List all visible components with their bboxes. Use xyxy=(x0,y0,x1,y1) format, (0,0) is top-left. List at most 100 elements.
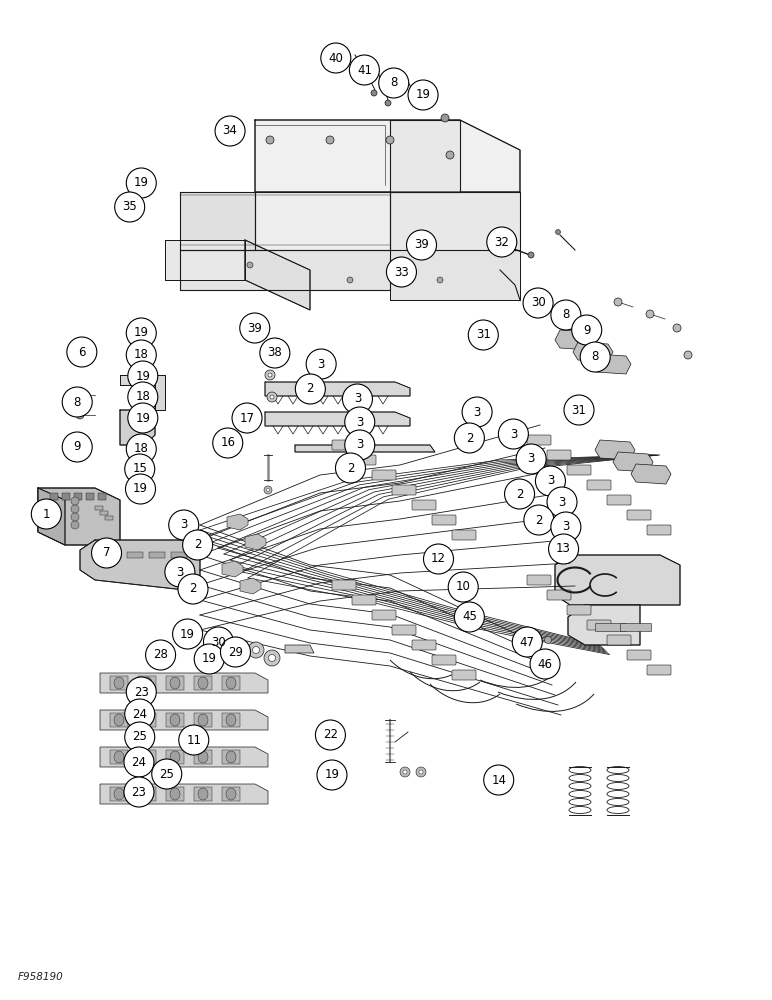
Circle shape xyxy=(441,114,449,122)
Circle shape xyxy=(347,277,353,283)
Circle shape xyxy=(127,434,156,464)
Circle shape xyxy=(230,650,246,666)
FancyBboxPatch shape xyxy=(352,595,376,605)
Text: 9: 9 xyxy=(73,440,81,454)
Polygon shape xyxy=(194,787,212,801)
Polygon shape xyxy=(295,445,435,452)
Text: 19: 19 xyxy=(134,176,149,190)
Circle shape xyxy=(235,654,242,662)
Text: 2: 2 xyxy=(306,382,314,395)
Polygon shape xyxy=(245,534,266,550)
Circle shape xyxy=(424,544,453,574)
Polygon shape xyxy=(194,676,212,690)
Text: 19: 19 xyxy=(135,412,151,424)
Circle shape xyxy=(76,411,84,419)
Polygon shape xyxy=(100,747,268,767)
Circle shape xyxy=(124,747,154,777)
Circle shape xyxy=(264,486,272,494)
FancyBboxPatch shape xyxy=(452,670,476,680)
Circle shape xyxy=(169,510,198,540)
Circle shape xyxy=(266,136,274,144)
FancyBboxPatch shape xyxy=(647,525,671,535)
Polygon shape xyxy=(240,578,261,594)
Circle shape xyxy=(125,454,154,484)
Text: 2: 2 xyxy=(516,488,523,500)
Polygon shape xyxy=(138,713,156,727)
Circle shape xyxy=(216,642,224,648)
FancyBboxPatch shape xyxy=(647,665,671,675)
Circle shape xyxy=(215,116,245,146)
Circle shape xyxy=(126,474,155,504)
Circle shape xyxy=(264,650,280,666)
Circle shape xyxy=(345,430,374,460)
Circle shape xyxy=(336,453,365,483)
Circle shape xyxy=(173,619,202,649)
Text: 3: 3 xyxy=(558,495,566,508)
Circle shape xyxy=(306,349,336,379)
FancyBboxPatch shape xyxy=(332,440,356,450)
FancyBboxPatch shape xyxy=(432,655,456,665)
FancyBboxPatch shape xyxy=(607,495,631,505)
FancyBboxPatch shape xyxy=(587,480,611,490)
FancyBboxPatch shape xyxy=(527,435,551,445)
Circle shape xyxy=(673,324,681,332)
Circle shape xyxy=(499,419,528,449)
FancyBboxPatch shape xyxy=(595,624,627,632)
Text: 3: 3 xyxy=(180,518,188,532)
Circle shape xyxy=(63,387,92,417)
Circle shape xyxy=(321,43,350,73)
FancyBboxPatch shape xyxy=(392,485,416,495)
Circle shape xyxy=(455,602,484,632)
Polygon shape xyxy=(194,713,212,727)
Polygon shape xyxy=(105,516,113,520)
Text: 7: 7 xyxy=(103,546,110,560)
Text: 30: 30 xyxy=(530,296,546,310)
Circle shape xyxy=(260,338,290,368)
Text: 9: 9 xyxy=(583,324,591,336)
Text: 47: 47 xyxy=(520,636,535,648)
Ellipse shape xyxy=(170,677,180,689)
Circle shape xyxy=(343,384,372,414)
Circle shape xyxy=(183,530,212,560)
Circle shape xyxy=(484,765,513,795)
Ellipse shape xyxy=(198,714,208,726)
Text: 16: 16 xyxy=(220,436,235,450)
Text: 3: 3 xyxy=(527,452,535,466)
Polygon shape xyxy=(194,750,212,764)
Text: 11: 11 xyxy=(186,734,201,746)
Polygon shape xyxy=(100,784,268,804)
Text: 14: 14 xyxy=(491,774,506,786)
Polygon shape xyxy=(165,240,245,280)
Circle shape xyxy=(513,627,542,657)
Circle shape xyxy=(523,288,553,318)
Text: 31: 31 xyxy=(476,328,491,342)
Text: 8: 8 xyxy=(562,308,570,322)
Text: 38: 38 xyxy=(267,347,283,360)
Polygon shape xyxy=(631,464,671,484)
Polygon shape xyxy=(180,250,390,290)
Text: 19: 19 xyxy=(134,326,149,340)
Polygon shape xyxy=(222,561,243,577)
Text: 39: 39 xyxy=(414,238,429,251)
Circle shape xyxy=(266,350,270,354)
Polygon shape xyxy=(149,552,165,558)
Circle shape xyxy=(252,647,259,654)
Polygon shape xyxy=(74,493,82,500)
Text: 24: 24 xyxy=(131,756,147,768)
Ellipse shape xyxy=(226,677,236,689)
Circle shape xyxy=(267,392,277,402)
Circle shape xyxy=(544,637,551,644)
Circle shape xyxy=(32,499,61,529)
Circle shape xyxy=(646,310,654,318)
Text: 23: 23 xyxy=(134,686,149,698)
Text: 19: 19 xyxy=(201,652,217,666)
Ellipse shape xyxy=(114,714,124,726)
Polygon shape xyxy=(38,488,65,545)
Circle shape xyxy=(71,497,79,505)
Polygon shape xyxy=(227,514,248,530)
Circle shape xyxy=(232,403,262,433)
Polygon shape xyxy=(166,676,184,690)
Text: 8: 8 xyxy=(390,77,398,90)
Polygon shape xyxy=(80,540,200,590)
Circle shape xyxy=(195,644,224,674)
